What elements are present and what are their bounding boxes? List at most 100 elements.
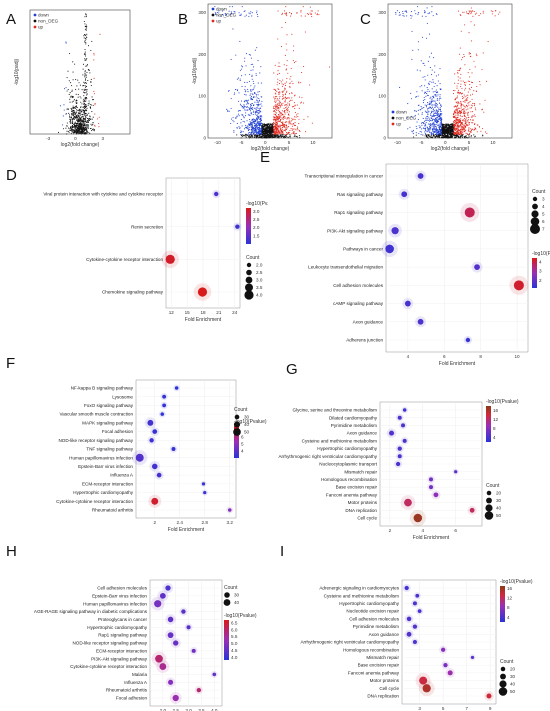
volcano-point-non_DEG: [69, 128, 71, 130]
volcano-point-down: [428, 129, 430, 131]
volcano-point-up: [454, 129, 456, 131]
volcano-point-non_DEG: [464, 136, 466, 139]
color-tick-label: 1.5: [253, 233, 260, 238]
volcano-point-down: [427, 95, 429, 97]
volcano-point-up: [287, 121, 289, 123]
volcano-point-up: [290, 123, 292, 125]
volcano-point-up: [285, 6, 287, 8]
volcano-point-up: [461, 121, 463, 123]
volcano-point-non_DEG: [265, 127, 267, 129]
volcano-point-non_DEG: [83, 85, 85, 87]
volcano-point-down: [257, 127, 260, 129]
volcano-point-non_DEG: [438, 135, 440, 137]
volcano-point-non_DEG: [84, 58, 86, 60]
term-label: Mismatch repair: [344, 469, 377, 474]
volcano-point-non_DEG: [68, 114, 71, 116]
volcano-point-down: [248, 12, 250, 14]
volcano-point-up: [473, 60, 475, 62]
volcano-point-non_DEG: [451, 133, 454, 135]
bubble-point: [152, 429, 158, 434]
volcano-point-up: [465, 112, 467, 114]
volcano-point-down: [246, 81, 248, 84]
volcano-point-down: [437, 113, 439, 115]
volcano-point-up: [459, 125, 462, 127]
color-legend-title: -log10(Pvalue): [500, 579, 533, 585]
volcano-point-up: [467, 97, 469, 99]
volcano-point-up: [457, 130, 459, 133]
volcano-point-non_DEG: [76, 130, 78, 132]
volcano-point-up: [273, 128, 275, 130]
volcano-point-down: [421, 124, 423, 126]
volcano-point-down: [256, 125, 258, 127]
volcano-point-up: [482, 108, 484, 110]
volcano-point-up: [295, 60, 297, 62]
volcano-point-up: [280, 113, 282, 115]
volcano-point-non_DEG: [444, 134, 446, 136]
volcano-point-up: [285, 81, 288, 83]
volcano-point-non_DEG: [70, 128, 72, 131]
volcano-point-down: [433, 113, 435, 115]
volcano-point-down: [247, 88, 249, 90]
volcano-point-up: [274, 64, 276, 66]
volcano-point-non_DEG: [75, 126, 77, 128]
volcano-point-down: [434, 126, 436, 128]
volcano-point-up: [274, 111, 276, 113]
volcano-point-up: [288, 104, 290, 106]
color-bar: [500, 586, 505, 622]
volcano-point-non_DEG: [86, 107, 88, 109]
volcano-point-non_DEG: [70, 118, 72, 120]
term-label: Glycine, serine and threonine metabolism: [292, 408, 377, 413]
volcano-point-down: [437, 117, 439, 119]
volcano-point-down: [245, 112, 247, 114]
volcano-point-up: [456, 106, 458, 108]
volcano-point-down: [407, 117, 409, 119]
volcano-point-non_DEG: [444, 123, 446, 125]
volcano-point-up: [454, 125, 456, 127]
volcano-point-up: [311, 10, 313, 12]
volcano-point-down: [417, 6, 419, 8]
term-label: Cytokine-cytokine receptor interaction: [86, 257, 163, 262]
volcano-point-down: [251, 133, 253, 135]
panel-letter-i: I: [280, 543, 284, 560]
volcano-point-down: [422, 117, 424, 119]
volcano-point-down: [426, 87, 428, 89]
volcano-point-up: [470, 13, 472, 15]
volcano-point-down: [439, 114, 441, 116]
volcano-point-up: [278, 104, 280, 106]
bubble-point: [154, 600, 162, 608]
volcano-point-down: [438, 131, 440, 133]
volcano-point-up: [284, 101, 286, 103]
volcano-point-up: [284, 12, 286, 14]
volcano-point-up: [274, 97, 276, 99]
term-label: Cell adhesion molecules: [349, 616, 399, 621]
volcano-point-up: [459, 126, 461, 128]
volcano-point-up: [276, 118, 278, 120]
volcano-point-non_DEG: [257, 135, 259, 137]
volcano-point-up: [274, 117, 276, 119]
volcano-point-up: [316, 14, 318, 16]
bubble-point: [173, 640, 179, 646]
volcano-point-up: [286, 133, 288, 135]
volcano-point-down: [259, 107, 261, 109]
color-tick-label: 2: [539, 278, 542, 283]
bubble-panel-i: Adrenergic signaling in cardiomyocytesCy…: [300, 579, 532, 711]
volcano-point-up: [280, 46, 283, 48]
volcano-point-up: [455, 120, 457, 122]
volcano-point-non_DEG: [289, 137, 291, 139]
volcano-point-down: [422, 102, 424, 104]
volcano-point-up: [276, 103, 278, 105]
volcano-point-up: [278, 88, 280, 91]
volcano-point-non_DEG: [456, 135, 458, 138]
x-tick-label: 2: [153, 520, 156, 525]
volcano-point-down: [439, 125, 441, 127]
volcano-point-down: [244, 74, 246, 76]
bubble-point: [406, 616, 412, 622]
volcano-point-up: [281, 132, 283, 134]
volcano-point-down: [251, 75, 253, 77]
volcano-point-up: [464, 24, 466, 26]
volcano-point-up: [286, 49, 288, 51]
volcano-point-up: [298, 81, 300, 83]
volcano-point-non_DEG: [85, 24, 87, 26]
color-legend: -log10(Pv.3.02.52.01.5: [246, 201, 268, 244]
volcano-point-down: [63, 109, 65, 111]
